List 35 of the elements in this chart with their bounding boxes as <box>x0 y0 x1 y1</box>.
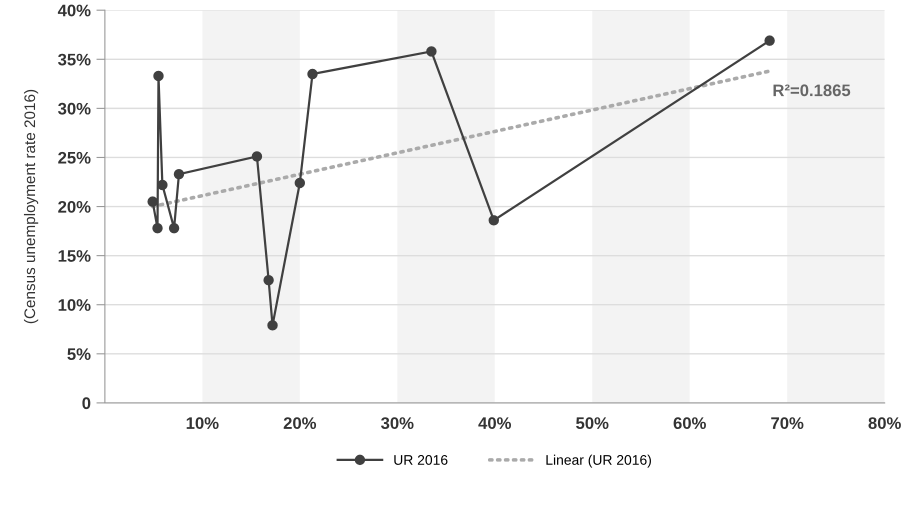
x-tick-label: 60% <box>674 417 706 430</box>
y-tick-label: 10% <box>58 299 91 311</box>
point <box>307 68 318 80</box>
point <box>168 222 180 234</box>
x-tick-label: 10% <box>186 417 219 430</box>
point <box>157 180 168 190</box>
point <box>426 46 437 57</box>
y-axis-title: (Census unemployment rate 2016) <box>24 90 38 324</box>
x-tick-label: 50% <box>576 417 608 430</box>
point <box>153 70 164 82</box>
point <box>152 222 163 234</box>
y-tick-label: 20% <box>58 200 91 213</box>
point <box>267 320 278 331</box>
x-tick-label: 80% <box>868 417 901 430</box>
legend-label: UR 2016 <box>394 455 448 465</box>
point <box>147 196 158 207</box>
point <box>488 215 499 226</box>
y-tick-label: 30% <box>58 102 91 115</box>
x-tick-label: 40% <box>478 417 511 430</box>
y-tick-label: 15% <box>58 250 91 262</box>
point <box>252 151 262 162</box>
y-tick-label: 35% <box>58 54 91 66</box>
point <box>263 274 274 286</box>
y-tick-label: 25% <box>58 152 91 164</box>
y-tick-label: 40% <box>58 4 91 16</box>
annotation: R²=0.1865 <box>774 84 850 96</box>
point <box>764 35 775 46</box>
x-tick-label: 70% <box>771 417 804 430</box>
legend-label: Linear (UR 2016) <box>546 454 651 468</box>
point <box>174 168 184 180</box>
point <box>294 178 306 188</box>
y-tick-label: 5% <box>67 348 91 360</box>
y-tick-label: 0 <box>82 397 90 410</box>
x-tick-label: 30% <box>380 417 414 430</box>
x-tick-label: 20% <box>284 417 316 430</box>
